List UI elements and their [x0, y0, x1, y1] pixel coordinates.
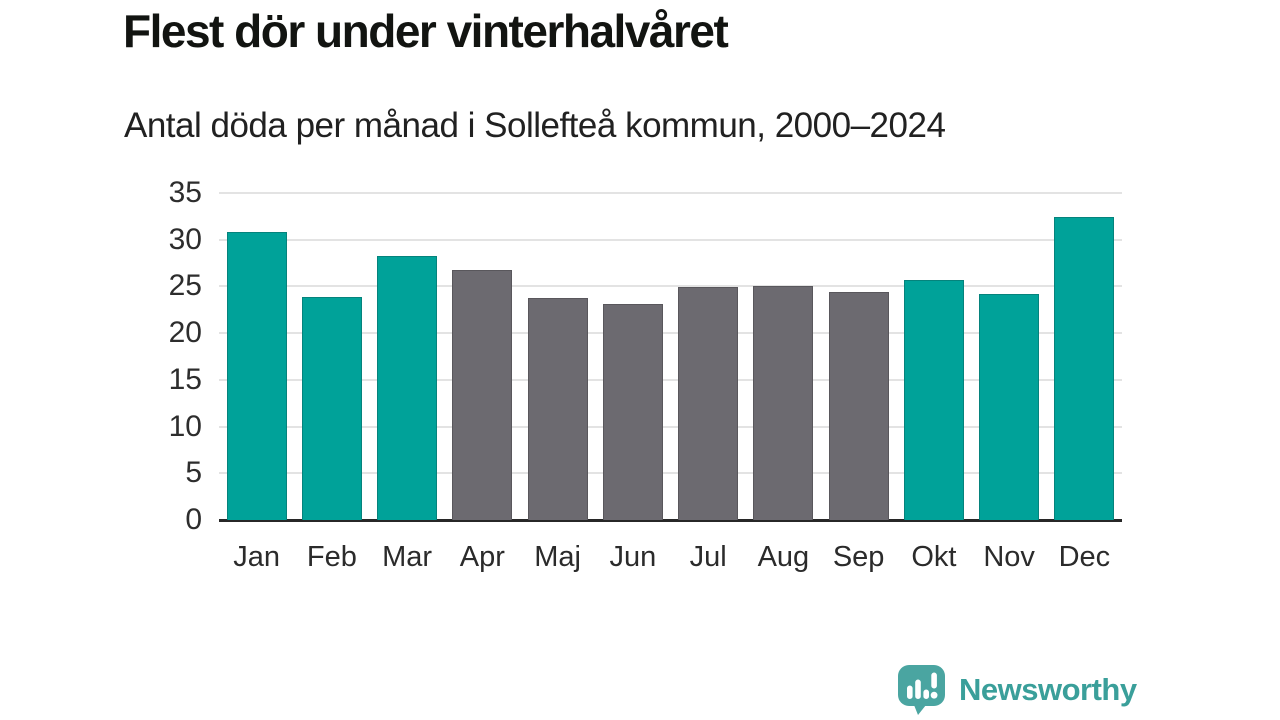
- x-tick-label-nov: Nov: [983, 541, 1035, 573]
- y-tick-label-15: 15: [168, 362, 202, 396]
- y-tick-label-5: 5: [185, 456, 202, 490]
- gridline-5: [219, 472, 1122, 475]
- bar-column-jun: [595, 193, 670, 520]
- bar-series: [219, 193, 1122, 520]
- bar-feb: [301, 296, 362, 520]
- bar-aug: [753, 285, 814, 520]
- x-tick-label-jun: Jun: [609, 541, 657, 573]
- bar-jan: [226, 232, 287, 520]
- newsworthy-speech-bubble-icon: [898, 665, 945, 715]
- bar-jul: [678, 287, 739, 520]
- y-tick-label-30: 30: [168, 222, 202, 256]
- gridline-35: [219, 192, 1122, 194]
- bar-sep: [828, 292, 889, 520]
- y-tick-label-20: 20: [168, 316, 202, 350]
- x-tick-label-apr: Apr: [459, 541, 505, 573]
- bar-jun: [602, 304, 663, 520]
- y-tick-label-25: 25: [168, 269, 202, 303]
- x-tick-label-jan: Jan: [233, 541, 280, 573]
- gridline-10: [219, 425, 1122, 428]
- bar-column-dec: [1047, 193, 1122, 520]
- gridline-25: [219, 285, 1122, 288]
- y-tick-label-35: 35: [168, 176, 202, 209]
- bar-apr: [452, 269, 513, 520]
- bar-nov: [979, 293, 1040, 520]
- x-tick-label-sep: Sep: [832, 541, 885, 573]
- newsworthy-wordmark: Newsworthy: [959, 671, 1137, 707]
- x-tick-label-feb: Feb: [306, 541, 357, 573]
- bar-column-jul: [671, 193, 746, 520]
- bar-column-feb: [294, 193, 369, 520]
- y-tick-label-0: 0: [185, 503, 202, 536]
- y-tick-label-10: 10: [168, 409, 202, 443]
- bar-column-jan: [219, 193, 294, 520]
- bar-column-mar: [370, 193, 445, 520]
- x-tick-label-jul: Jul: [689, 541, 727, 573]
- plot-area: 0 5 10 15 20 25 30 35: [169, 178, 1122, 535]
- gridline-20: [219, 332, 1122, 335]
- newsworthy-logo: Newsworthy: [897, 664, 1137, 715]
- bar-column-maj: [520, 193, 595, 520]
- chart-title: Flest dör under vinterhalvåret: [123, 5, 729, 57]
- bar-mar: [377, 255, 438, 520]
- x-axis-labels: Jan Feb Mar Apr Maj Jun Jul Aug Sep Okt Nov Dec: [219, 541, 1122, 574]
- bar-column-nov: [972, 193, 1047, 520]
- x-tick-label-dec: Dec: [1058, 541, 1111, 573]
- bar-dec: [1054, 217, 1115, 520]
- bar-maj: [527, 297, 588, 520]
- x-tick-label-okt: Okt: [911, 541, 957, 573]
- gridline-30: [219, 238, 1122, 241]
- x-tick-label-maj: Maj: [534, 541, 581, 573]
- gridline-15: [219, 378, 1122, 381]
- x-axis-line: [219, 519, 1122, 522]
- bar-column-sep: [821, 193, 896, 520]
- chart-subtitle: Antal döda per månad i Sollefteå kommun,…: [124, 106, 946, 145]
- x-tick-label-aug: Aug: [757, 541, 810, 573]
- bar-okt: [903, 279, 964, 520]
- bar-column-apr: [445, 193, 520, 520]
- bar-column-aug: [746, 193, 821, 520]
- x-tick-label-mar: Mar: [382, 541, 433, 573]
- bar-column-okt: [896, 193, 971, 520]
